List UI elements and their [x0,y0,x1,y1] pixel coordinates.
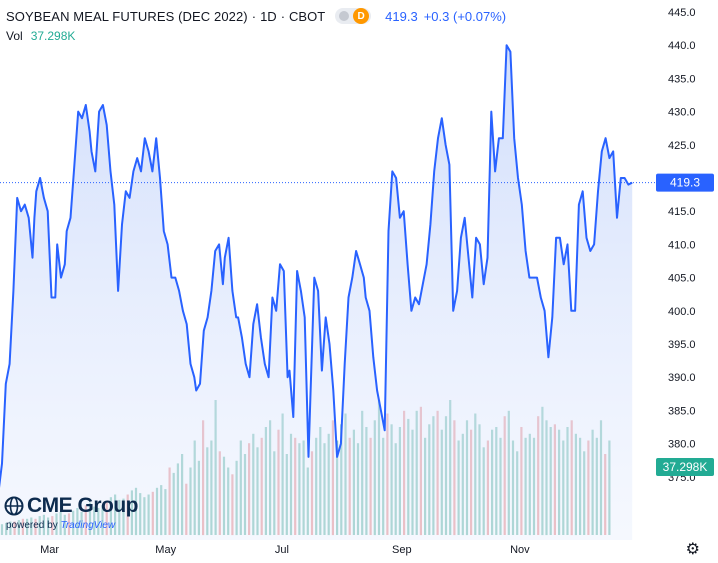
x-tick-label: Sep [392,544,412,556]
market-closed-icon [339,11,350,21]
cme-brand-text: CME Group [27,494,139,517]
powered-by-line: powered by TradingView [6,520,138,531]
svg-text:419.3: 419.3 [670,176,700,190]
interval-label[interactable]: 1D [260,8,277,24]
price-area-fill [0,45,633,540]
y-tick-label: 410.0 [668,239,696,251]
delayed-data-badge: D [353,8,370,24]
y-tick-label: 400.0 [668,306,696,318]
last-price: 419.3 [385,8,418,24]
tradingview-text: TradingView [60,520,116,531]
y-tick-label: 415.0 [668,206,696,218]
x-tick-label: May [155,544,176,556]
y-tick-label: 435.0 [668,73,696,85]
volume-badge: 37.298K [656,458,714,476]
price-line [0,44,633,489]
cme-watermark[interactable]: CME Group powered by TradingView [4,494,139,531]
exchange-label: CBOT [289,8,326,24]
time-axis[interactable]: Mar May Jul Sep Nov [40,544,530,556]
cme-globe-icon [4,496,24,516]
x-tick-label: Jul [275,544,289,556]
legend-separator: · [251,8,257,24]
price-axis[interactable]: 375.0380.0385.0390.0395.0400.0405.0410.0… [668,7,696,484]
last-price-badge: 419.3 [656,173,714,192]
y-tick-label: 430.0 [668,107,696,119]
volume-value: 37.298K [30,29,76,43]
y-tick-label: 425.0 [668,140,696,152]
symbol-title[interactable]: SOYBEAN MEAL FUTURES (DEC 2022) [6,8,248,24]
x-tick-label: Nov [510,544,530,556]
settings-gear-icon[interactable]: ⚙ [685,541,700,558]
svg-text:37.298K: 37.298K [663,460,708,474]
volume-label[interactable]: Vol [6,29,23,43]
y-tick-label: 385.0 [668,405,696,417]
x-tick-label: Mar [40,544,59,556]
y-tick-label: 445.0 [668,7,696,19]
y-tick-label: 390.0 [668,372,696,384]
powered-by-text: powered by [6,520,58,531]
y-tick-label: 405.0 [668,273,696,285]
market-status-pill[interactable]: D [335,8,372,24]
chart-legend: SOYBEAN MEAL FUTURES (DEC 2022) · 1D · C… [6,6,506,46]
y-tick-label: 380.0 [668,439,696,451]
legend-separator: · [280,8,286,24]
price-change: +0.3 (+0.07%) [423,8,507,24]
y-tick-label: 395.0 [668,339,696,351]
y-tick-label: 440.0 [668,40,696,52]
